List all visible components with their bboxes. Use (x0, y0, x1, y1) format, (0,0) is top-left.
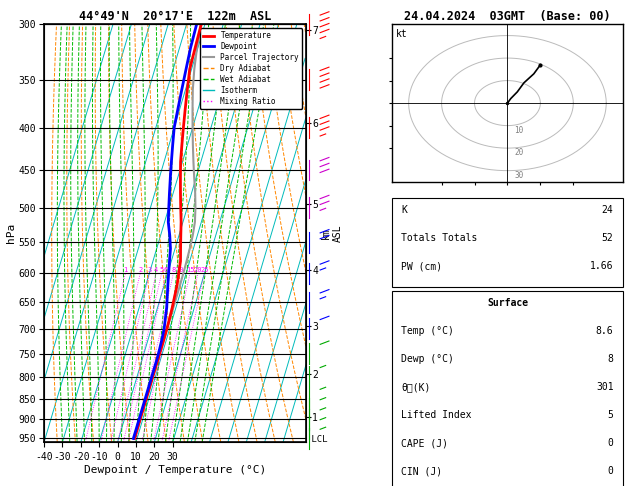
Text: 301: 301 (596, 382, 613, 392)
Text: 3: 3 (147, 267, 152, 273)
Text: 24: 24 (602, 205, 613, 215)
Text: CAPE (J): CAPE (J) (401, 438, 448, 448)
Text: LCL: LCL (306, 435, 328, 444)
Title: 44°49'N  20°17'E  122m  ASL: 44°49'N 20°17'E 122m ASL (79, 10, 271, 23)
Text: 0: 0 (608, 438, 613, 448)
Text: Lifted Index: Lifted Index (401, 410, 472, 420)
Text: PW (cm): PW (cm) (401, 261, 443, 271)
Text: CIN (J): CIN (J) (401, 467, 443, 476)
Text: 6: 6 (164, 267, 168, 273)
Text: 5: 5 (160, 267, 164, 273)
Text: 10: 10 (175, 267, 184, 273)
Text: 20: 20 (194, 267, 202, 273)
Text: Totals Totals: Totals Totals (401, 233, 478, 243)
Text: θᴇ(K): θᴇ(K) (401, 382, 431, 392)
Text: 1: 1 (123, 267, 128, 273)
X-axis label: Dewpoint / Temperature (°C): Dewpoint / Temperature (°C) (84, 465, 266, 475)
Bar (392, 291, 623, 486)
Text: 30: 30 (514, 171, 523, 180)
Text: Surface: Surface (487, 298, 528, 308)
Title: 24.04.2024  03GMT  (Base: 00): 24.04.2024 03GMT (Base: 00) (404, 10, 611, 23)
Text: K: K (401, 205, 407, 215)
Text: Temp (°C): Temp (°C) (401, 326, 454, 336)
Text: 8: 8 (608, 354, 613, 364)
Text: 8: 8 (171, 267, 175, 273)
Bar (392, 198, 623, 287)
Y-axis label: km
ASL: km ASL (321, 225, 343, 242)
Text: Dewp (°C): Dewp (°C) (401, 354, 454, 364)
Y-axis label: hPa: hPa (6, 223, 16, 243)
Text: 0: 0 (608, 467, 613, 476)
Text: 15: 15 (186, 267, 194, 273)
Text: kt: kt (396, 29, 407, 39)
Legend: Temperature, Dewpoint, Parcel Trajectory, Dry Adiabat, Wet Adiabat, Isotherm, Mi: Temperature, Dewpoint, Parcel Trajectory… (200, 28, 302, 109)
Text: 1.66: 1.66 (590, 261, 613, 271)
Text: 52: 52 (602, 233, 613, 243)
Text: 8.6: 8.6 (596, 326, 613, 336)
Text: 10: 10 (514, 125, 523, 135)
Text: 25: 25 (200, 267, 208, 273)
Text: 4: 4 (154, 267, 159, 273)
Text: 20: 20 (514, 148, 523, 157)
Text: 5: 5 (608, 410, 613, 420)
Text: 2: 2 (138, 267, 142, 273)
